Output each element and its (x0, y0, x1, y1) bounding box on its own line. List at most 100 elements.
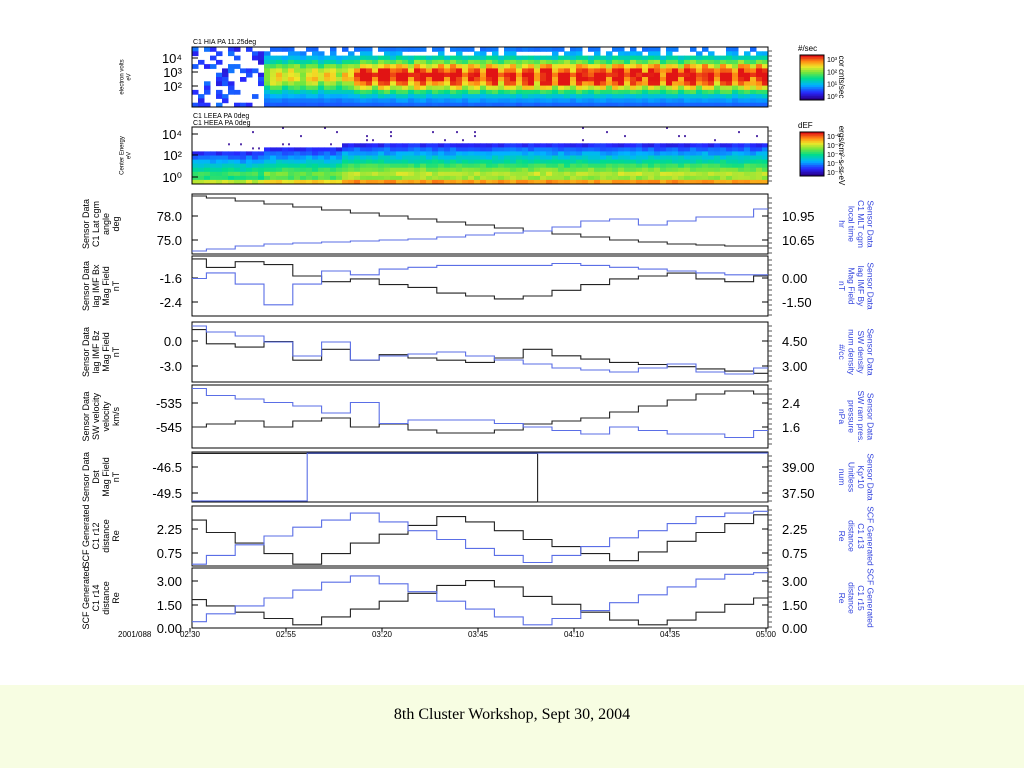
spectrogram-cell (528, 94, 535, 99)
spectrogram-cell (612, 147, 619, 152)
spectrogram-cell (618, 159, 625, 165)
spectrogram-cell (750, 94, 757, 99)
spectrogram-cell (204, 89, 211, 95)
spectrogram-cell (504, 77, 511, 82)
spectrogram-cell (654, 59, 661, 65)
spectrogram-cell (192, 159, 199, 165)
spectrogram-cell (426, 98, 433, 104)
spectrogram-cell (690, 151, 697, 156)
spectrogram-cell (288, 98, 295, 104)
spectrogram-cell (690, 171, 697, 177)
spectrogram-cell (420, 147, 427, 152)
spectrogram-cell (702, 167, 709, 173)
spectrogram-cell (408, 102, 415, 108)
spectrogram-cell (642, 159, 649, 165)
spectrogram-cell (390, 55, 397, 61)
spectrogram-cell (696, 94, 703, 99)
spectrogram-cell (252, 68, 259, 74)
spectrogram-cell (456, 163, 463, 169)
spectrogram-cell (612, 159, 619, 165)
spectrogram-cell (384, 94, 391, 99)
spectrogram-cell (228, 159, 235, 165)
spectrogram-cell (486, 77, 493, 82)
spectrogram-cell (354, 94, 361, 99)
spectrogram-cell (396, 151, 403, 156)
spectrogram-cell (468, 77, 475, 82)
spectrogram-cell (372, 159, 379, 165)
spectrogram-cell (396, 94, 403, 99)
spectrogram-cell (714, 155, 721, 161)
colorbar-segment (800, 79, 824, 82)
spectrogram-cell (198, 151, 205, 156)
spectrogram-cell (348, 85, 355, 91)
spectrogram-cell (462, 163, 469, 169)
spectrogram-cell (570, 179, 577, 185)
spectrogram-cell (336, 94, 343, 99)
spectrogram-cell (630, 102, 637, 108)
spectrogram-cell (762, 143, 769, 148)
spectrogram-cell (192, 179, 199, 185)
spectrogram-cell (738, 175, 745, 181)
spectrogram-cell (390, 171, 397, 177)
spectrogram-cell (618, 51, 625, 57)
spectrogram-cell (432, 85, 439, 91)
spectrogram-cell (714, 143, 721, 148)
spectrogram-cell (726, 98, 733, 104)
spectrogram-cell (228, 151, 235, 156)
spectrogram-cell (318, 163, 325, 169)
spectrogram-cell (636, 179, 643, 185)
spectrogram-cell (666, 171, 673, 177)
spectrogram-cell (234, 47, 241, 52)
spectrogram-cell (516, 47, 523, 52)
spectrogram-cell (654, 51, 661, 57)
spectrogram-cell (678, 171, 685, 177)
colorbar-segment (800, 94, 824, 97)
spectrogram-cell (336, 64, 343, 69)
spectrogram-cell (714, 167, 721, 173)
spectrogram-cell (588, 94, 595, 99)
spectrogram-cell (264, 171, 271, 177)
spectrogram-cell (222, 171, 229, 177)
spectrogram-cell (246, 102, 253, 108)
spectrogram-cell (300, 51, 307, 57)
spectrogram-cell (300, 94, 307, 99)
spectrogram-speck (432, 131, 434, 134)
spectrogram-cell (456, 147, 463, 152)
spectrogram-cell (654, 159, 661, 165)
spectrogram-cell (558, 85, 565, 91)
spectrogram-cell (396, 167, 403, 173)
spectrogram-cell (552, 159, 559, 165)
spectrogram-cell (234, 89, 241, 95)
spectrogram-cell (744, 159, 751, 165)
spectrogram-cell (720, 89, 727, 95)
spectrogram-cell (666, 179, 673, 185)
spectrogram-speck (666, 127, 668, 129)
colorbar-segment (800, 90, 824, 93)
spectrogram-cell (576, 81, 583, 87)
spectrogram-cell (750, 85, 757, 91)
spectrogram-cell (636, 143, 643, 148)
spectrogram-cell (726, 167, 733, 173)
spectrogram-cell (582, 171, 589, 177)
spectrogram-cell (312, 147, 319, 152)
spectrogram-cell (666, 77, 673, 82)
spectrogram-cell (456, 167, 463, 173)
spectrogram-cell (726, 68, 733, 74)
spectrogram-cell (690, 143, 697, 148)
spectrogram-cell (744, 102, 751, 108)
spectrogram-cell (384, 55, 391, 61)
spectrogram-cell (192, 64, 199, 69)
spectrogram-cell (528, 163, 535, 169)
left-axis-label-line: angle (101, 213, 111, 235)
spectrogram-cell (384, 47, 391, 52)
spectrogram-cell (312, 47, 319, 52)
spectrogram-cell (240, 155, 247, 161)
spectrogram-cell (228, 155, 235, 161)
spectrogram-cell (312, 159, 319, 165)
spectrogram-cell (198, 59, 205, 65)
spectrogram-cell (720, 155, 727, 161)
spectrogram-cell (606, 55, 613, 61)
spectrogram-cell (726, 47, 733, 52)
spectrogram-cell (408, 85, 415, 91)
spectrogram-cell (270, 147, 277, 152)
